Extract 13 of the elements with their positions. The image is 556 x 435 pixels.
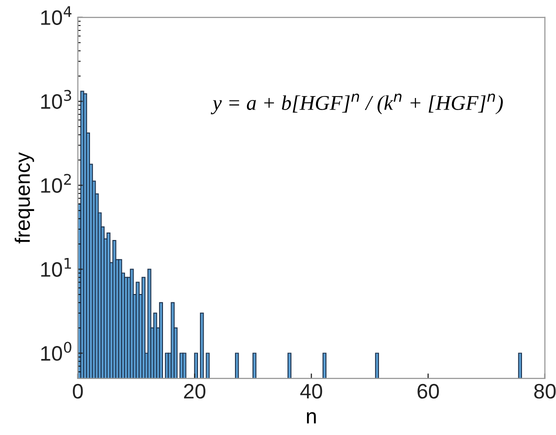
y-tick-label: 10$^{4}$ xyxy=(41,6,72,26)
x-tick-label: 0 xyxy=(72,384,83,399)
y-tick-label: 10$^{0}$ xyxy=(41,342,72,361)
y-tick-label: 10$^{3}$ xyxy=(41,90,72,109)
x-tick-label: 40 xyxy=(300,384,322,399)
y-axis-title: frequency xyxy=(14,152,34,244)
annotation: y = a + b[HGF]$^{n}$ / (k$^{n}$ + [HGF]$^{n}$) xyxy=(210,94,503,114)
y-tick-label: 10$^{1}$ xyxy=(41,258,71,277)
x-tick-label: 80 xyxy=(534,384,556,399)
x-tick-label: 60 xyxy=(418,384,439,399)
x-tick-label: 20 xyxy=(184,384,206,399)
x-axis-title: n xyxy=(306,412,316,424)
y-tick-label: 10$^{2}$ xyxy=(41,174,71,193)
